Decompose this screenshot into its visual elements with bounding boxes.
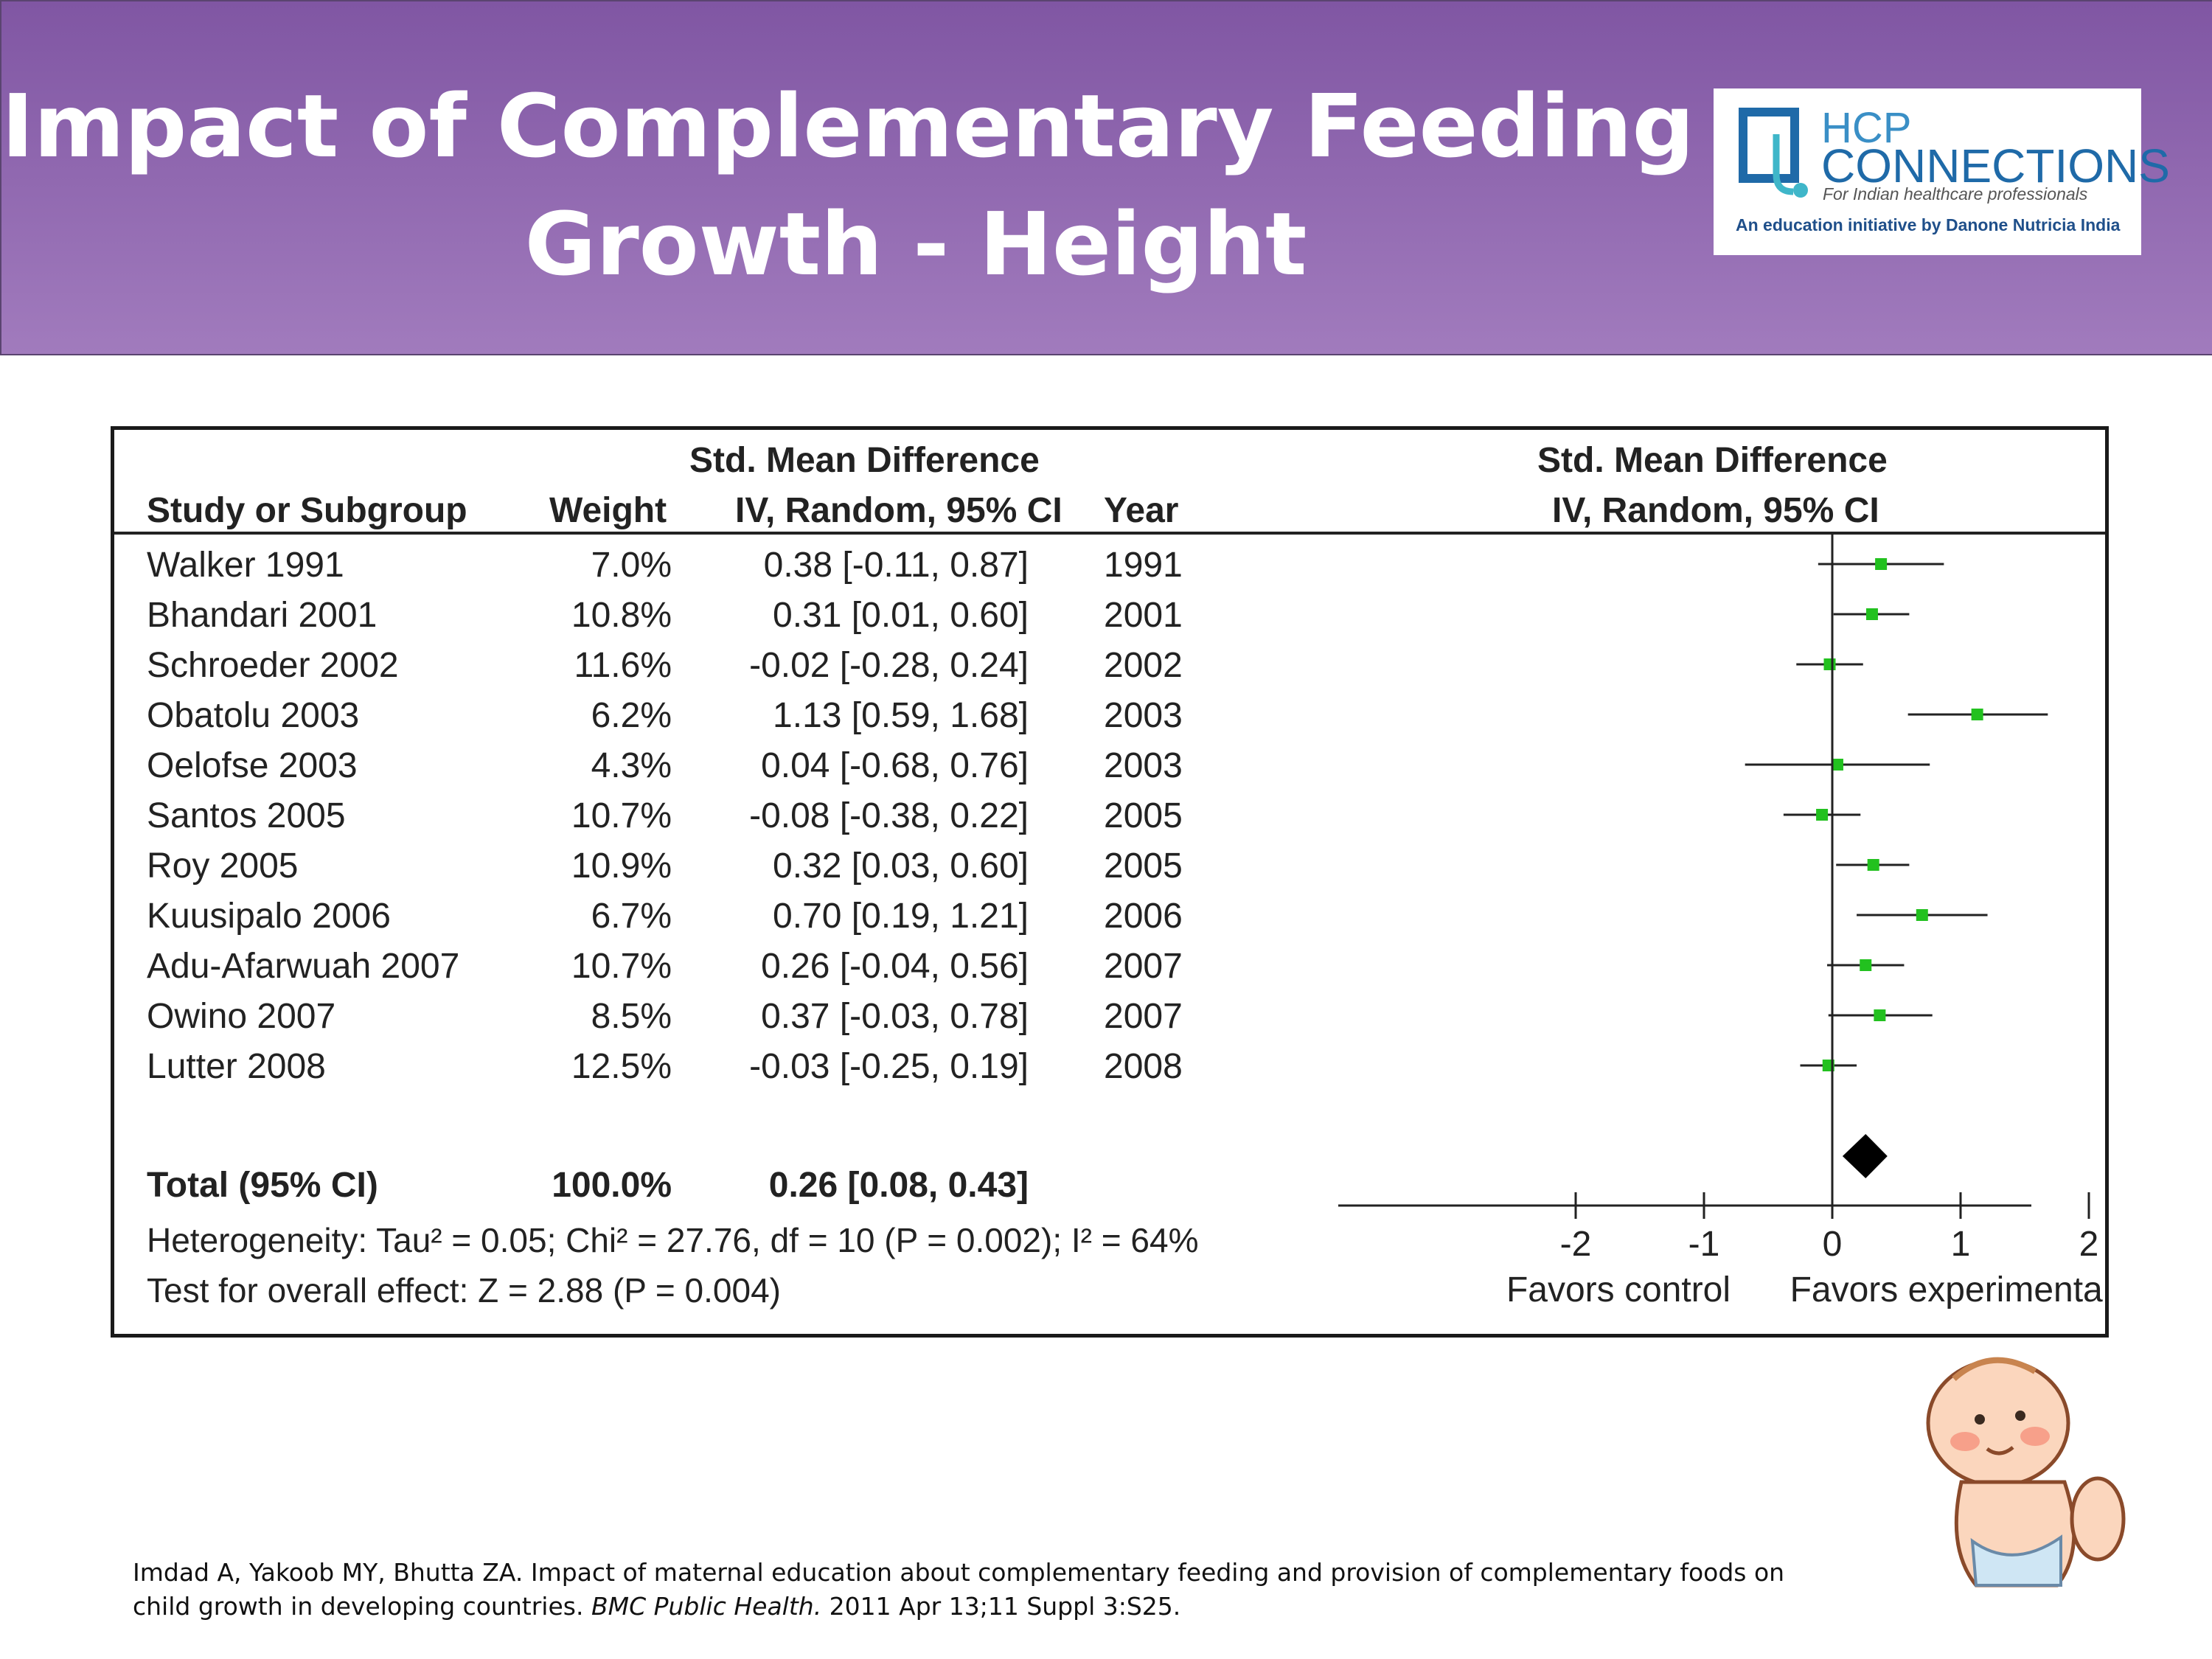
study-weight: 4.3% [591,746,672,785]
study-name: Schroeder 2002 [147,646,399,685]
slide-title-line1: Impact of Complementary Feeding on [1,75,1847,177]
study-ci: 0.04 [-0.68, 0.76] [761,746,1029,785]
study-year: 1991 [1104,546,1183,585]
study-name: Kuusipalo 2006 [147,897,391,936]
effect-marker [1867,859,1879,871]
study-ci: 0.32 [0.03, 0.60] [773,846,1029,886]
logo-education-line: An education initiative by Danone Nutric… [1736,215,2121,234]
effect-marker [1971,709,1983,720]
logo-hcp-text: HCP [1821,104,1912,152]
citation-details: 2011 Apr 13;11 Suppl 3:S25. [821,1592,1181,1621]
study-year: 2007 [1104,997,1183,1036]
x-tick-label: 1 [1951,1225,1971,1264]
citation-text: Imdad A, Yakoob MY, Bhutta ZA. Impact of… [133,1558,1785,1621]
study-year: 2003 [1104,746,1183,785]
study-weight: 11.6% [574,646,672,685]
study-weight: 8.5% [591,997,672,1036]
favors-experimental-label: Favors experimental [1790,1270,2105,1310]
study-name: Lutter 2008 [147,1047,326,1086]
forest-plot: -2 -1 0 1 2 Favors control Favors experimental [1338,533,2105,1310]
logo-connections-text: CONNECTIONS [1821,139,2170,192]
effect-marker [1816,809,1829,821]
citation: Imdad A, Yakoob MY, Bhutta ZA. Impact of… [133,1556,1829,1624]
study-year: 2005 [1104,846,1183,886]
study-ci: 0.37 [-0.03, 0.78] [761,997,1029,1036]
study-name: Bhandari 2001 [147,596,378,635]
baby-illustration [1926,1357,2126,1587]
effect-marker [1860,959,1872,971]
effect-marker [1874,1009,1886,1021]
x-tick-label: 0 [1823,1225,1843,1264]
study-column-header: Study or Subgroup [147,491,467,530]
study-ci: -0.08 [-0.38, 0.22] [749,796,1029,835]
slide-title-line2: Growth - Height [524,193,1307,295]
study-weight: 10.7% [571,947,672,986]
study-year: 2006 [1104,897,1183,936]
x-tick-label: -1 [1688,1225,1720,1264]
plot-header-line1: Std. Mean Difference [1537,441,1888,480]
year-column-header: Year [1104,491,1179,530]
header-divider [114,532,2105,535]
logo-tagline: For Indian healthcare professionals [1823,184,2088,204]
total-label: Total (95% CI) [147,1166,378,1205]
study-ci: 1.13 [0.59, 1.68] [773,696,1029,735]
effect-marker [1875,558,1888,570]
study-name: Oelofse 2003 [147,746,358,785]
study-ci: 0.31 [0.01, 0.60] [773,596,1029,635]
study-ci: 0.70 [0.19, 1.21] [773,897,1029,936]
study-year: 2007 [1104,947,1183,986]
x-tick-label: -2 [1560,1225,1592,1264]
x-tick-label: 2 [2079,1225,2099,1264]
study-name: Santos 2005 [147,796,346,835]
study-weight: 10.7% [571,796,672,835]
effect-marker [1916,909,1928,921]
total-ci: 0.26 [0.08, 0.43] [768,1166,1029,1205]
overall-effect-test: Test for overall effect: Z = 2.88 (P = 0… [147,1271,781,1310]
study-weight: 12.5% [571,1047,672,1086]
study-ci: 0.26 [-0.04, 0.56] [761,947,1029,986]
total-weight: 100.0% [552,1166,672,1205]
study-name: Obatolu 2003 [147,696,360,735]
study-name: Adu-Afarwuah 2007 [147,947,460,986]
effect-marker [1865,608,1878,620]
study-year: 2002 [1104,646,1183,685]
study-ci: -0.03 [-0.25, 0.19] [749,1047,1029,1086]
study-year: 2003 [1104,696,1183,735]
heterogeneity-stats: Heterogeneity: Tau² = 0.05; Chi² = 27.76… [147,1221,1199,1259]
study-weight: 6.7% [591,897,672,936]
plot-header-line2: IV, Random, 95% CI [1552,491,1879,530]
weight-column-header: Weight [549,491,667,530]
citation-journal: BMC Public Health. [591,1592,822,1621]
study-name: Roy 2005 [147,846,299,886]
study-name: Walker 1991 [147,546,344,585]
study-weight: 6.2% [591,696,672,735]
effect-marker [1823,658,1836,670]
study-ci: 0.38 [-0.11, 0.87] [763,546,1029,585]
study-weight: 10.9% [571,846,672,886]
study-weight: 10.8% [571,596,672,635]
study-year: 2008 [1104,1047,1183,1086]
hcp-connections-logo: HCP CONNECTIONS For Indian healthcare pr… [1714,88,2170,255]
pooled-estimate-diamond [1842,1134,1888,1178]
study-name: Owino 2007 [147,997,336,1036]
study-year: 2001 [1104,596,1183,635]
ci-column-header: IV, Random, 95% CI [735,491,1062,530]
stethoscope-icon [1739,108,1808,198]
forest-plot-panel: Std. Mean Difference Study or Subgroup W… [111,426,2109,1338]
favors-control-label: Favors control [1506,1270,1731,1310]
study-year: 2005 [1104,796,1183,835]
effect-marker [1831,759,1843,771]
study-ci: -0.02 [-0.28, 0.24] [749,646,1029,685]
ci-group-header: Std. Mean Difference [689,441,1040,480]
slide-header: Impact of Complementary Feeding on Growt… [0,0,2212,355]
study-weight: 7.0% [591,546,672,585]
